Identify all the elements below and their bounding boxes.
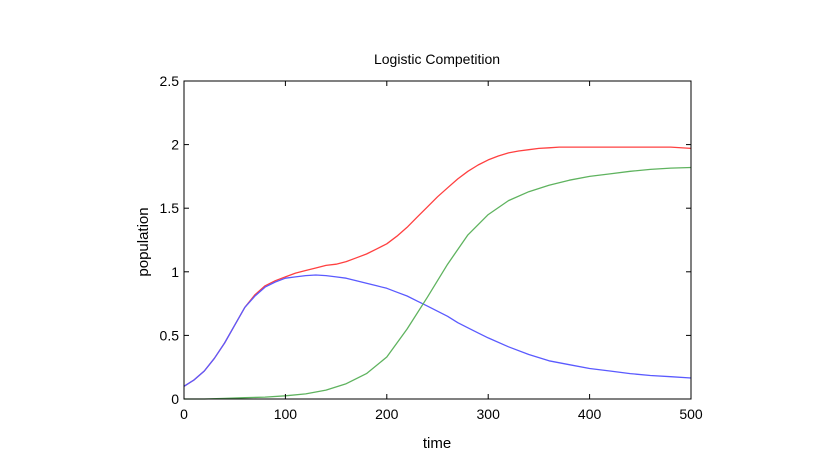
y-tick-label: 2.5 (160, 73, 180, 89)
x-tick-label: 0 (180, 406, 188, 422)
y-tick-label: 0.5 (160, 327, 180, 343)
plot-frame (183, 80, 692, 400)
x-tick-label: 100 (274, 406, 298, 422)
x-axis-label: time (423, 435, 451, 452)
y-axis-label: population (135, 207, 152, 276)
axis-ticks: 0 100 200 300 400 500 0 0.5 1 1.5 2 2.5 (160, 73, 703, 422)
plot-lines (183, 146, 692, 400)
x-tick-label: 400 (578, 406, 602, 422)
series-line-red (183, 146, 692, 387)
y-tick-label: 1 (171, 264, 179, 280)
y-tick-label: 2 (171, 137, 179, 153)
x-tick-label: 500 (679, 406, 703, 422)
x-tick-label: 300 (477, 406, 501, 422)
series-line-blue (183, 274, 692, 387)
series-line-green (184, 166, 692, 400)
chart-title: Logistic Competition (374, 51, 500, 67)
x-tick-label: 200 (375, 406, 399, 422)
y-tick-label: 1.5 (160, 200, 180, 216)
y-tick-label: 0 (171, 391, 179, 407)
